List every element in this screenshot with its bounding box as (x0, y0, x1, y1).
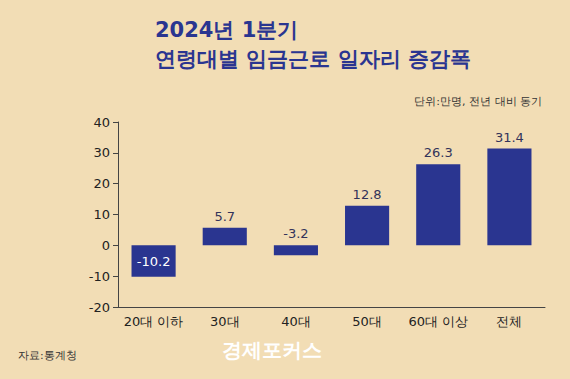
svg-text:26.3: 26.3 (424, 145, 453, 160)
svg-text:40대: 40대 (281, 314, 311, 329)
svg-text:60대 이상: 60대 이상 (408, 314, 468, 329)
svg-text:전체: 전체 (496, 314, 522, 329)
svg-text:-3.2: -3.2 (283, 226, 308, 241)
svg-text:2024년 1분기: 2024년 1분기 (155, 18, 298, 42)
svg-text:-10: -10 (89, 269, 110, 284)
svg-text:30: 30 (93, 145, 110, 160)
svg-text:40: 40 (93, 115, 110, 130)
svg-text:20: 20 (93, 176, 110, 191)
svg-text:20대 이하: 20대 이하 (124, 314, 184, 329)
svg-text:경제포커스: 경제포커스 (222, 338, 322, 362)
svg-text:50대: 50대 (352, 314, 382, 329)
svg-text:자료:통계청: 자료:통계청 (18, 349, 77, 362)
svg-text:12.8: 12.8 (353, 187, 382, 202)
svg-text:5.7: 5.7 (214, 209, 235, 224)
svg-text:-20: -20 (89, 300, 110, 315)
svg-text:10: 10 (93, 207, 110, 222)
svg-text:0: 0 (102, 238, 110, 253)
svg-text:30대: 30대 (210, 314, 240, 329)
svg-text:31.4: 31.4 (495, 130, 524, 145)
svg-text:단위:만명, 전년 대비 동기: 단위:만명, 전년 대비 동기 (414, 95, 542, 108)
svg-text:연령대별 임금근로 일자리 증감폭: 연령대별 임금근로 일자리 증감폭 (155, 47, 471, 71)
svg-text:-10.2: -10.2 (137, 254, 171, 269)
